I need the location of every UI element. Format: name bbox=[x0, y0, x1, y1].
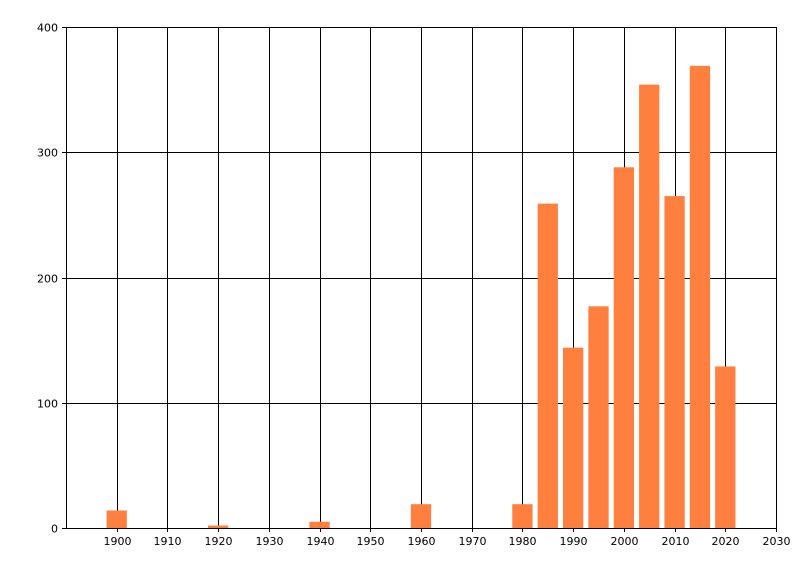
y-tick-label-400: 400 bbox=[37, 22, 58, 35]
bar-1990 bbox=[563, 347, 584, 528]
grid-layer bbox=[62, 27, 777, 532]
x-tick-label-2010: 2010 bbox=[662, 535, 690, 548]
x-tick-label-1970: 1970 bbox=[459, 535, 487, 548]
x-tick-label-1930: 1930 bbox=[256, 535, 284, 548]
bar-2020 bbox=[715, 366, 736, 528]
x-tick-label-1980: 1980 bbox=[509, 535, 537, 548]
x-tick-label-1900: 1900 bbox=[104, 535, 132, 548]
x-tick-label-2020: 2020 bbox=[712, 535, 740, 548]
bar-1960 bbox=[410, 504, 432, 528]
x-tick-label-1940: 1940 bbox=[307, 535, 335, 548]
x-tick-label-2000: 2000 bbox=[611, 535, 639, 548]
y-tick-label-200: 200 bbox=[37, 273, 58, 286]
x-tick-label-1950: 1950 bbox=[357, 535, 385, 548]
x-tick-label-1960: 1960 bbox=[408, 535, 436, 548]
bar-1985 bbox=[537, 203, 558, 529]
x-tick-label-1920: 1920 bbox=[205, 535, 233, 548]
bar-1980 bbox=[512, 504, 533, 528]
bar-2010 bbox=[664, 196, 685, 528]
label-layer: 1900 1910 1920 1930 1940 1950 1960 1970 1980 1990… bbox=[37, 22, 791, 549]
y-tick-label-300: 300 bbox=[37, 147, 58, 160]
bar-1995 bbox=[588, 306, 609, 528]
bar-2005 bbox=[639, 84, 660, 529]
axis-layer bbox=[66, 27, 776, 529]
bar-1920 bbox=[208, 525, 229, 528]
bar-layer bbox=[106, 65, 736, 529]
x-tick-label-1910: 1910 bbox=[154, 535, 182, 548]
bar-1940 bbox=[309, 521, 330, 528]
x-tick-label-2030: 2030 bbox=[763, 535, 791, 548]
bar-2000 bbox=[613, 167, 634, 528]
y-tick-label-0: 0 bbox=[51, 523, 58, 536]
y-tick-label-100: 100 bbox=[37, 398, 58, 411]
bar-2015 bbox=[689, 65, 711, 528]
bar-1900 bbox=[106, 510, 127, 528]
x-tick-label-1990: 1990 bbox=[560, 535, 588, 548]
